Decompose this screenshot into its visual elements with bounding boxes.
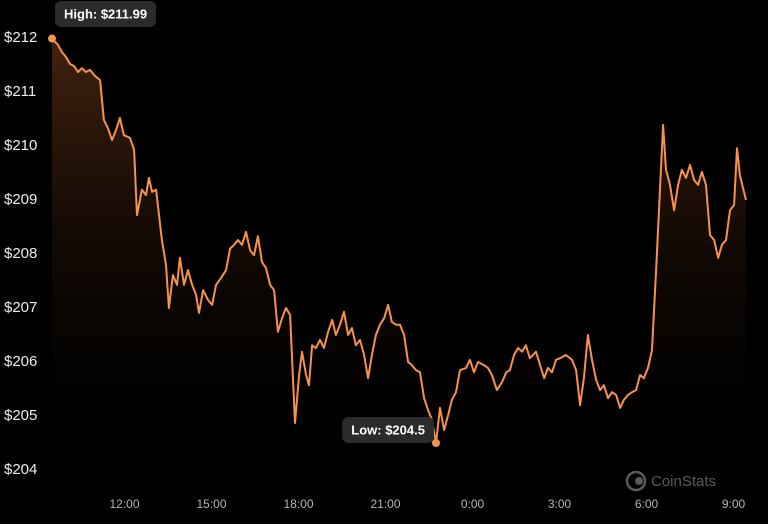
y-tick-label: $208	[4, 245, 37, 262]
watermark: CoinStats	[625, 470, 716, 492]
x-tick-label: 6:00	[635, 497, 659, 511]
y-tick-label: $210	[4, 137, 37, 154]
watermark-text: CoinStats	[651, 473, 716, 490]
annotation: High: $211.99	[64, 6, 147, 21]
price-line	[51, 37, 747, 444]
y-tick-label: $206	[4, 353, 37, 370]
extreme-marker	[431, 439, 440, 447]
annotation: Low: $204.5	[351, 422, 425, 437]
y-tick-label: $204	[4, 461, 37, 478]
x-tick-label: 12:00	[109, 497, 139, 511]
watermark-logo	[625, 470, 647, 492]
callout: High: $211.99	[55, 1, 157, 27]
y-tick-label: $211	[4, 83, 36, 100]
x-tick-label: 15:00	[196, 497, 226, 511]
y-tick-label: $209	[4, 191, 37, 208]
callout: Low: $204.5	[342, 417, 434, 443]
callout-box	[342, 417, 434, 443]
extreme-marker	[48, 34, 56, 43]
x-tick-label: 3:00	[548, 497, 572, 511]
x-tick-label: 9:00	[722, 497, 746, 511]
watermark-logo-dot	[635, 477, 643, 485]
y-tick-label: $212	[4, 29, 37, 46]
x-tick-label: 0:00	[461, 497, 485, 511]
y-tick-label: $207	[4, 299, 37, 316]
x-tick-label: 21:00	[370, 497, 400, 511]
callout-box	[55, 1, 157, 27]
x-tick-label: 18:00	[283, 497, 313, 511]
y-tick-label: $205	[4, 407, 37, 424]
